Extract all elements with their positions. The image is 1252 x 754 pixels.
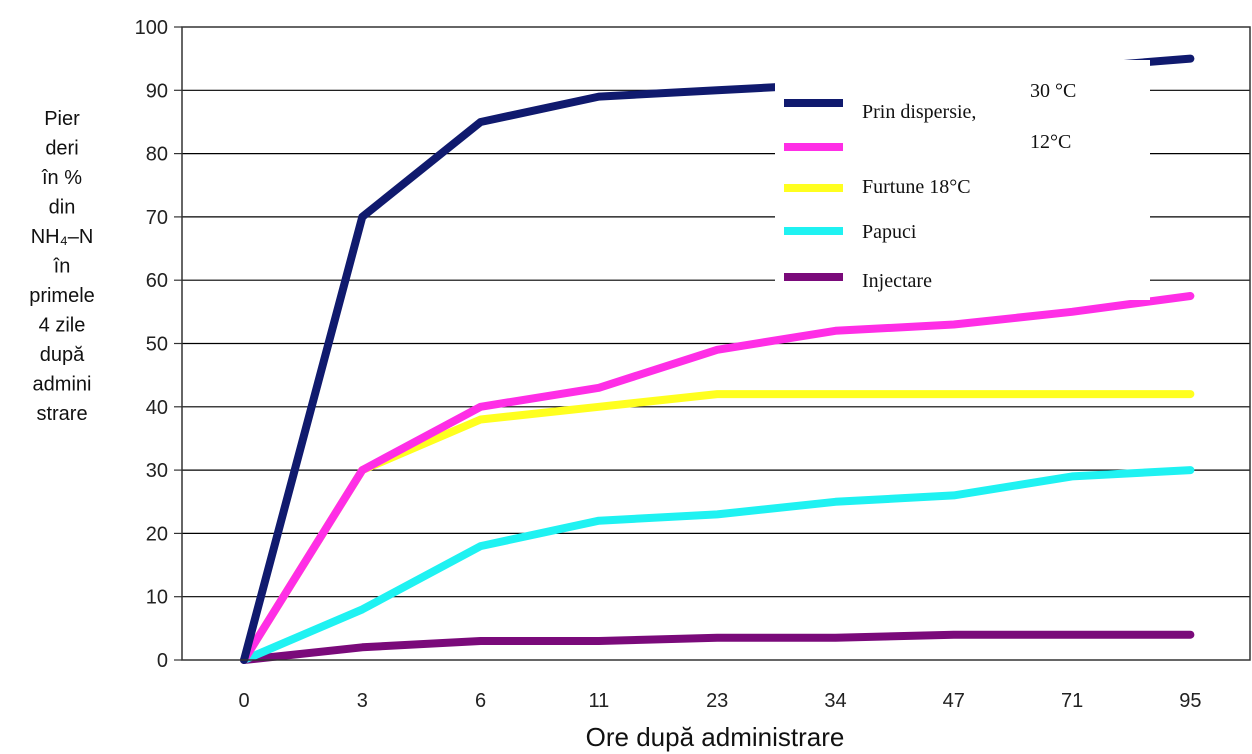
- y-tick-label-70: 70: [146, 207, 168, 229]
- y-axis-title-line-7: primele: [29, 285, 95, 307]
- y-axis-title-line-2: deri: [45, 138, 78, 160]
- y-tick-label-0: 0: [157, 650, 168, 672]
- x-tick-label-0: 0: [238, 690, 249, 712]
- series-line-furtune-18-c: [240, 390, 1195, 664]
- x-tick-label-3: 3: [357, 690, 368, 712]
- y-tick-label-30: 30: [146, 460, 168, 482]
- y-axis-title-line-5: NH₄–N: [31, 226, 94, 248]
- legend-label-30c: 30 °C: [1030, 80, 1076, 102]
- legend-label-papuci: Papuci: [862, 221, 917, 243]
- x-tick-label-11: 11: [589, 690, 610, 712]
- y-axis-title-line-10: admini: [33, 374, 92, 396]
- y-axis-title: Pier deri în % din NH₄–N în primele 4 zile după a…: [29, 108, 95, 425]
- y-tick-label-40: 40: [146, 397, 168, 419]
- x-axis-ticks: 0 3 6 11 23 34 47 71 95: [238, 690, 1201, 712]
- y-axis-title-line-3: în %: [41, 167, 82, 189]
- x-tick-label-6: 6: [475, 690, 486, 712]
- y-axis-title-line-11: strare: [36, 403, 87, 425]
- legend-label-injectare: Injectare: [862, 270, 932, 292]
- y-tick-label-60: 60: [146, 270, 168, 292]
- legend: Prin dispersie, 30 °C 12°C Furtune 18°C …: [775, 60, 1150, 300]
- y-axis-title-line-8: 4 zile: [39, 315, 86, 337]
- y-axis-title-line-9: după: [40, 344, 85, 366]
- series-line-injectare: [240, 630, 1195, 664]
- x-tick-label-71: 71: [1061, 690, 1083, 712]
- x-tick-label-23: 23: [706, 690, 728, 712]
- y-tick-label-10: 10: [146, 587, 168, 609]
- y-tick-label-50: 50: [146, 334, 168, 356]
- x-tick-label-95: 95: [1179, 690, 1201, 712]
- y-axis-title-line-1: Pier: [44, 108, 80, 130]
- series-line-papuci: [240, 466, 1195, 664]
- legend-label-furtune: Furtune 18°C: [862, 176, 971, 198]
- legend-label-12c: 12°C: [1030, 131, 1071, 153]
- y-tick-label-20: 20: [146, 523, 168, 545]
- y-axis-ticks: 0 10 20 30 40 50 60 70 80 90 100: [135, 17, 182, 672]
- y-tick-label-90: 90: [146, 80, 168, 102]
- x-axis-title: Ore după administrare: [586, 722, 845, 752]
- plot-frame: [181, 26, 1251, 661]
- y-axis-title-line-4: din: [49, 197, 76, 219]
- x-tick-label-47: 47: [943, 690, 965, 712]
- y-tick-label-100: 100: [135, 17, 168, 39]
- y-axis-title-line-6: în: [53, 256, 71, 278]
- x-tick-label-34: 34: [824, 690, 846, 712]
- y-tick-label-80: 80: [146, 144, 168, 166]
- legend-label-prin-dispersie: Prin dispersie,: [862, 101, 976, 123]
- series-line-12-c: [240, 292, 1195, 664]
